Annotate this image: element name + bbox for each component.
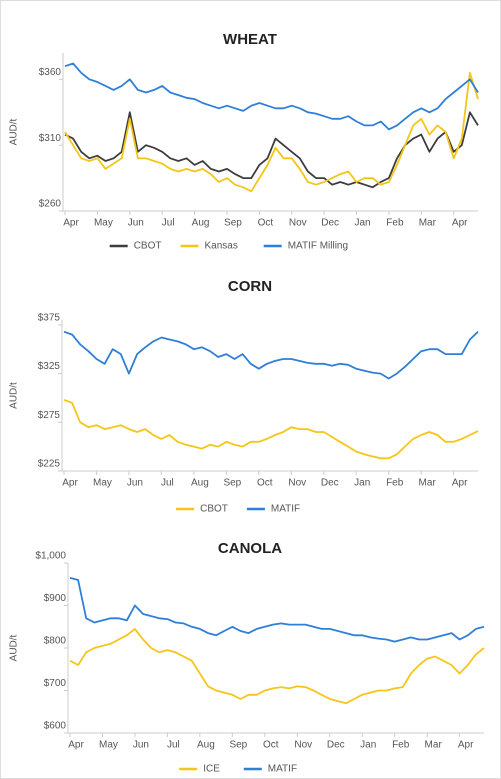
x-tick-label: Aug xyxy=(197,740,215,751)
y-axis-label: AUD/t xyxy=(9,118,20,145)
x-tick-label: Jan xyxy=(354,478,370,489)
y-axis-label: AUD/t xyxy=(9,382,20,409)
x-tick-label: Jan xyxy=(360,740,376,751)
y-tick-label: $800 xyxy=(44,636,67,647)
x-tick-label: Apr xyxy=(62,478,78,489)
x-tick-label: Sep xyxy=(223,478,241,489)
x-tick-label: Oct xyxy=(263,740,279,751)
series-line xyxy=(69,577,485,643)
x-tick-label: Mar xyxy=(419,478,437,489)
chart-title: CANOLA xyxy=(218,540,282,557)
x-tick-label: Dec xyxy=(321,218,339,229)
x-tick-label: May xyxy=(93,478,112,489)
x-tick-label: Jun xyxy=(133,740,149,751)
x-tick-label: Apr xyxy=(63,218,79,229)
x-tick-label: Apr xyxy=(458,740,474,751)
x-tick-label: Feb xyxy=(392,740,410,751)
x-tick-label: May xyxy=(99,740,118,751)
y-tick-label: $375 xyxy=(38,313,61,324)
series-line xyxy=(64,111,479,189)
x-tick-label: Aug xyxy=(191,478,209,489)
x-tick-label: Jan xyxy=(354,218,370,229)
x-tick-label: Oct xyxy=(258,218,274,229)
x-tick-label: Jul xyxy=(162,218,175,229)
x-tick-label: May xyxy=(94,218,113,229)
legend-label: MATIF Milling xyxy=(288,241,348,252)
y-tick-label: $225 xyxy=(38,459,61,470)
y-tick-label: $1,000 xyxy=(35,551,66,562)
x-tick-label: Nov xyxy=(294,740,312,751)
x-tick-label: Sep xyxy=(224,218,242,229)
y-axis-label: AUD/t xyxy=(9,634,20,661)
series-line xyxy=(64,71,479,193)
x-tick-label: Jul xyxy=(161,478,174,489)
x-tick-label: Jul xyxy=(167,740,180,751)
chart-title: CORN xyxy=(228,278,272,295)
x-tick-label: Nov xyxy=(289,218,307,229)
x-tick-label: Nov xyxy=(288,478,306,489)
x-tick-label: Aug xyxy=(192,218,210,229)
series-line xyxy=(63,330,479,380)
series-line xyxy=(63,399,479,460)
x-tick-label: Feb xyxy=(386,478,404,489)
y-tick-label: $600 xyxy=(44,721,67,732)
x-tick-label: Apr xyxy=(452,218,468,229)
legend-label: Kansas xyxy=(205,241,238,252)
x-tick-label: Mar xyxy=(425,740,443,751)
x-tick-label: Feb xyxy=(386,218,404,229)
legend-label: MATIF xyxy=(271,504,300,515)
x-tick-label: Dec xyxy=(327,740,345,751)
x-tick-label: Apr xyxy=(68,740,84,751)
x-tick-label: Dec xyxy=(321,478,339,489)
x-tick-label: Apr xyxy=(452,478,468,489)
y-tick-label: $700 xyxy=(44,678,67,689)
y-tick-label: $310 xyxy=(39,133,62,144)
x-tick-label: Jun xyxy=(128,218,144,229)
legend-label: ICE xyxy=(203,764,220,775)
legend-label: CBOT xyxy=(200,504,228,515)
y-tick-label: $260 xyxy=(39,199,62,210)
series-line xyxy=(69,628,485,705)
y-tick-label: $275 xyxy=(38,410,61,421)
chart-title: WHEAT xyxy=(223,31,277,48)
y-tick-label: $360 xyxy=(39,67,62,78)
x-tick-label: Jun xyxy=(127,478,143,489)
legend-label: CBOT xyxy=(134,241,162,252)
x-tick-label: Oct xyxy=(257,478,273,489)
x-tick-label: Mar xyxy=(419,218,437,229)
x-tick-label: Sep xyxy=(229,740,247,751)
y-tick-label: $325 xyxy=(38,361,61,372)
series-line xyxy=(64,62,479,131)
legend-label: MATIF xyxy=(268,764,297,775)
y-tick-label: $900 xyxy=(44,593,67,604)
